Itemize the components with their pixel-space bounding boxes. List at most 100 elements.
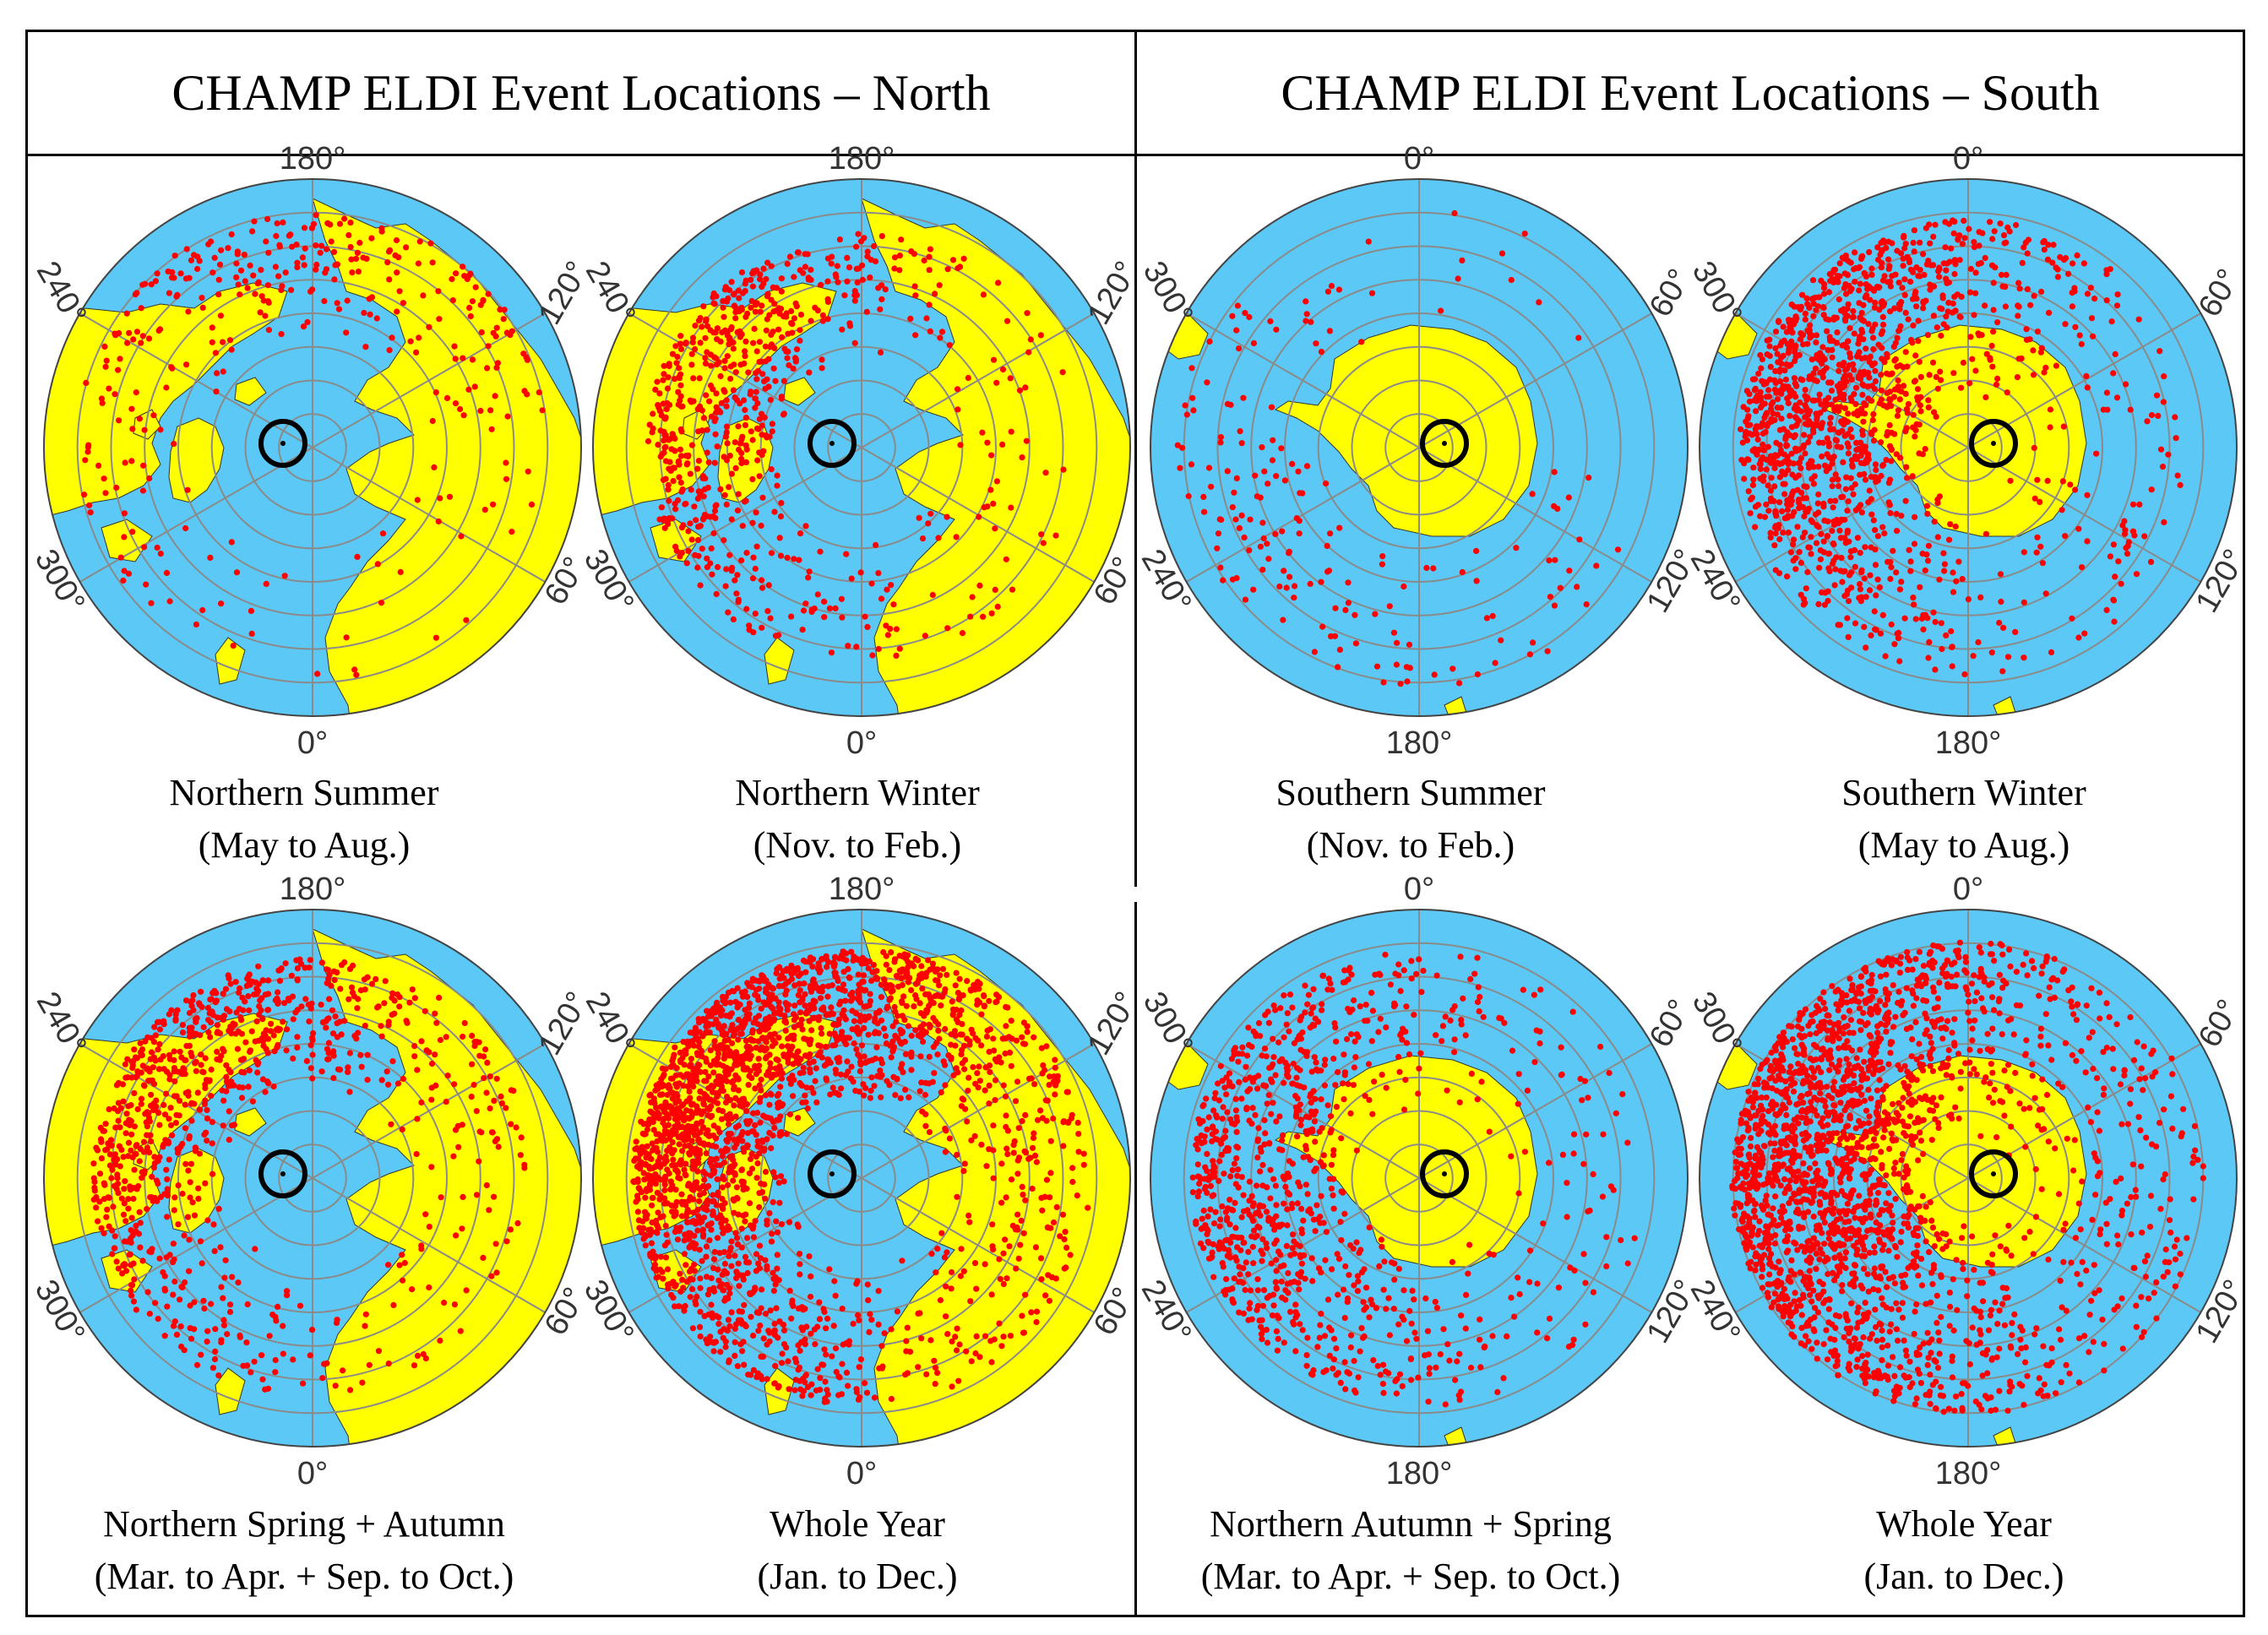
event-point [864, 248, 871, 255]
event-point [1949, 644, 1955, 650]
event-point [148, 1091, 155, 1098]
event-point [1887, 308, 1894, 315]
event-point [715, 1106, 722, 1113]
event-point [890, 1073, 897, 1080]
event-point [144, 1144, 150, 1151]
event-point [829, 253, 835, 260]
event-point [1883, 457, 1890, 464]
event-point [1014, 1078, 1021, 1085]
event-point [875, 1321, 882, 1328]
event-point [255, 963, 262, 970]
event-point [694, 1168, 701, 1175]
event-point [1801, 513, 1808, 520]
event-point [257, 309, 264, 316]
event-point [329, 1030, 337, 1037]
event-point [328, 982, 334, 989]
event-point [967, 1298, 974, 1305]
event-point [1819, 439, 1826, 446]
event-point [2069, 290, 2075, 296]
event-point [730, 387, 737, 394]
event-point [1850, 307, 1857, 315]
event-point [226, 1108, 232, 1115]
event-point [755, 426, 762, 432]
event-point [1038, 1045, 1045, 1051]
event-point [835, 279, 841, 285]
event-point [853, 1046, 860, 1052]
event-point [689, 339, 696, 346]
event-point [1046, 1297, 1052, 1304]
event-point [186, 1236, 193, 1243]
event-point [309, 1327, 316, 1334]
event-point [800, 269, 807, 276]
event-point [1982, 254, 1988, 262]
event-point [905, 964, 911, 970]
event-point [1825, 588, 1831, 595]
event-point [1858, 567, 1865, 573]
event-point [1972, 367, 1979, 374]
event-point [138, 305, 144, 312]
event-point [685, 452, 692, 459]
event-point [824, 316, 831, 323]
magnetic-pole-marker [258, 419, 307, 468]
event-point [375, 1348, 382, 1355]
event-point [1792, 318, 1799, 324]
event-point [1857, 471, 1863, 478]
event-point [856, 1364, 862, 1371]
event-point [118, 1146, 125, 1154]
event-point [2012, 628, 2019, 636]
event-point [172, 1015, 179, 1023]
longitude-tick-label: 0° [297, 1456, 328, 1491]
event-point [323, 266, 330, 273]
event-point [2062, 533, 2069, 540]
event-point [817, 1387, 824, 1393]
event-point [141, 1083, 148, 1089]
event-point [1039, 1207, 1046, 1214]
event-point [1015, 1255, 1022, 1262]
event-point [754, 1160, 761, 1167]
meridian-line [1186, 447, 1420, 583]
event-point [473, 1039, 481, 1046]
event-point [2129, 501, 2137, 508]
event-point [216, 261, 224, 268]
event-point [444, 1073, 451, 1079]
event-point [1992, 264, 1999, 271]
event-point [710, 530, 717, 537]
event-point [284, 1026, 291, 1033]
event-point [175, 1221, 182, 1228]
event-point [101, 1230, 107, 1236]
event-point [317, 249, 324, 256]
event-point [2053, 264, 2059, 271]
event-point [742, 338, 749, 345]
event-point [1332, 605, 1339, 611]
event-point [1941, 561, 1948, 568]
event-point [1832, 471, 1839, 478]
event-points [90, 956, 528, 1393]
event-point [115, 367, 122, 373]
event-point [273, 1317, 280, 1324]
event-point [678, 1191, 685, 1198]
event-point [1016, 387, 1024, 394]
event-point [1976, 229, 1982, 236]
event-point [657, 1253, 664, 1260]
event-point [774, 482, 780, 489]
event-point [179, 1071, 186, 1078]
event-point [1059, 1211, 1067, 1218]
event-point [1326, 328, 1333, 334]
event-point [1238, 440, 1245, 447]
event-point [242, 1039, 249, 1046]
event-point [1911, 227, 1917, 234]
event-point [1857, 280, 1863, 287]
event-point [786, 253, 793, 260]
event-point [1852, 264, 1859, 272]
event-point [920, 1021, 927, 1028]
event-point [237, 1334, 243, 1340]
event-point [704, 1291, 711, 1298]
event-point [309, 286, 316, 293]
event-point [973, 1285, 980, 1292]
event-point [1819, 420, 1826, 426]
event-point [698, 1047, 705, 1054]
event-point [1345, 600, 1352, 606]
event-point [713, 1143, 720, 1150]
event-point [248, 1028, 255, 1035]
polar-map-northern-summer: 180°120°60°0°300°240° [28, 141, 596, 761]
